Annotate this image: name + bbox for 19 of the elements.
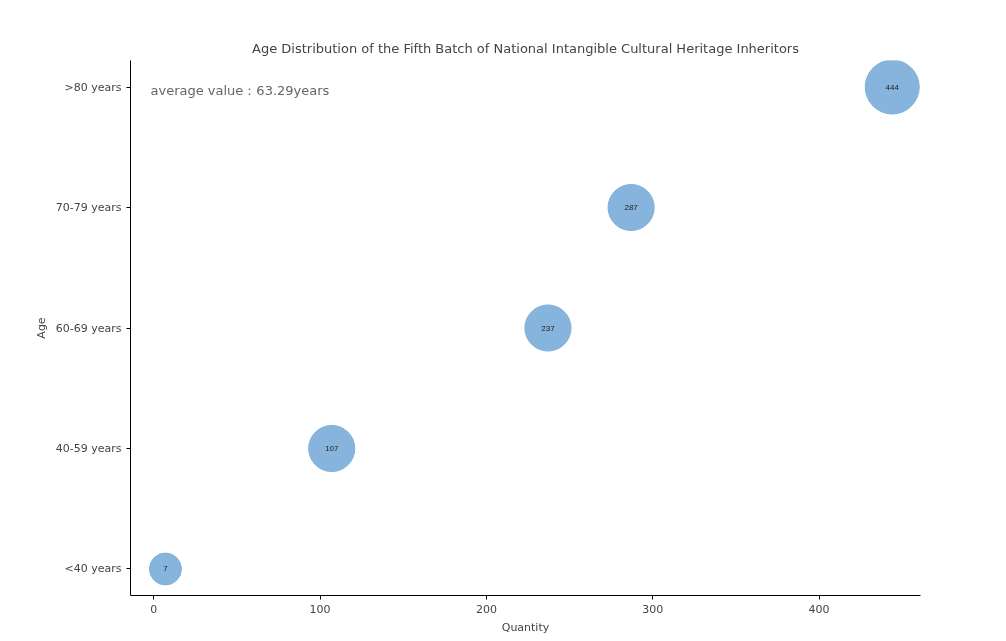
data-label: 107 <box>325 444 339 453</box>
y-tick-label: 70-79 years <box>55 201 122 214</box>
x-tick-label: 100 <box>309 602 331 616</box>
x-tick-label: 400 <box>808 602 830 616</box>
x-tick-label: 300 <box>642 602 664 616</box>
data-label: 287 <box>624 203 639 212</box>
x-tick-label: 200 <box>475 602 497 616</box>
chart-title: Age Distribution of the Fifth Batch of National Intangible Cultural Heritage Inheritors <box>252 40 800 56</box>
y-tick-label: <40 years <box>64 562 122 576</box>
data-label: 444 <box>885 82 900 92</box>
y-axis-title: Age <box>34 317 48 339</box>
x-tick-label: 0 <box>150 602 158 616</box>
y-tick-label: >80 years <box>64 80 122 94</box>
data-label: 7 <box>163 564 169 574</box>
annotation: average value：63.29years <box>150 83 330 98</box>
y-tick-label: 40-59 years <box>55 442 122 455</box>
x-axis-title: Quantity <box>501 620 550 634</box>
y-tick-label: 60-69 years <box>55 321 122 335</box>
data-label: 237 <box>541 323 556 333</box>
